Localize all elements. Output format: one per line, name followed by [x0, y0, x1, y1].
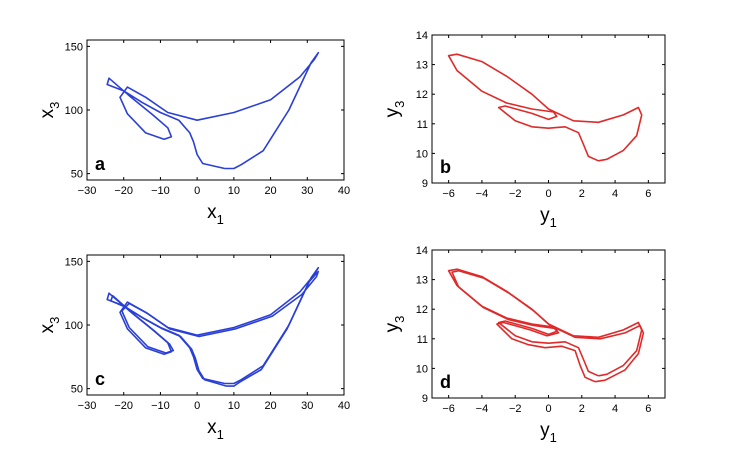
y-tick-label: 13	[416, 60, 428, 72]
panel-letter: d	[440, 372, 451, 392]
y-tick-label: 12	[416, 89, 428, 101]
y-tick-label: 11	[417, 334, 428, 346]
x-tick-label: 0	[545, 403, 551, 415]
x-tick-label: −2	[509, 188, 522, 200]
trajectory-line-1	[106, 266, 320, 385]
x-tick-label: 0	[194, 400, 200, 412]
y-tick-label: 150	[65, 41, 83, 53]
x-tick-label: 2	[579, 403, 585, 415]
y-tick-label: 10	[416, 148, 428, 160]
y-tick-label: 100	[65, 105, 83, 117]
x-tick-label: −30	[78, 400, 97, 412]
panel-a: −30 −20 −10 0 10 20 30 40 50 100 150 a x1 x3	[37, 39, 350, 227]
x-axis-label: y1	[540, 420, 557, 445]
y-tick-label: 12	[416, 304, 428, 316]
y-tick-label: 150	[65, 256, 83, 268]
y-tick-label: 9	[422, 393, 428, 405]
x-tick-label: 2	[579, 188, 585, 200]
x-tick-label: 10	[228, 400, 240, 412]
trajectory-line-2	[451, 269, 645, 383]
x-tick-label: −6	[442, 403, 455, 415]
x-tick-label: −30	[78, 185, 97, 197]
y-tick-label: 50	[71, 384, 83, 396]
x-tick-label: 6	[645, 188, 651, 200]
y-axis-label: x3	[37, 102, 62, 119]
x-tick-label: 20	[264, 400, 276, 412]
y-tick-label: 50	[71, 169, 83, 181]
y-tick-label: 14	[416, 245, 428, 257]
x-tick-label: 0	[194, 185, 200, 197]
x-tick-label: −10	[151, 185, 170, 197]
y-tick-label: 9	[422, 178, 428, 190]
x-tick-label: −4	[476, 403, 489, 415]
trajectory-line-1	[447, 53, 643, 162]
panel-letter: b	[440, 157, 451, 177]
trajectory-line-2	[110, 270, 320, 387]
y-axis-label: y3	[382, 316, 407, 333]
x-axis-label: x1	[207, 202, 224, 227]
y-tick-label: 14	[416, 30, 428, 42]
panel-d: −6 −4 −2 0 2 4 6 9 10 11 12 13 14 d y1 y3	[382, 245, 666, 445]
x-tick-label: −10	[151, 400, 170, 412]
x-tick-label: 0	[545, 188, 551, 200]
x-tick-label: −20	[114, 185, 133, 197]
x-tick-label: −2	[509, 403, 522, 415]
panel-letter: c	[95, 369, 105, 389]
x-tick-label: −20	[114, 400, 133, 412]
x-axis-label: x1	[207, 417, 224, 442]
x-axis-label: y1	[540, 205, 557, 230]
y-axis-label: y3	[382, 101, 407, 118]
trajectory-line-1	[106, 51, 320, 170]
y-tick-label: 13	[416, 275, 428, 287]
y-tick-label: 100	[65, 320, 83, 332]
panel-b: −6 −4 −2 0 2 4 6 9 10 11 12 13 14 b y1 y3	[382, 30, 666, 230]
y-axis-label: x3	[37, 317, 62, 334]
panel-letter: a	[95, 154, 106, 174]
x-tick-label: 30	[301, 400, 313, 412]
x-tick-label: 6	[645, 403, 651, 415]
x-tick-label: −4	[476, 188, 489, 200]
x-tick-label: 10	[228, 185, 240, 197]
x-tick-label: 4	[612, 403, 618, 415]
x-tick-label: 20	[264, 185, 276, 197]
panel-c: −30 −20 −10 0 10 20 30 40 50 100 150 c x1 x3	[37, 254, 350, 442]
x-tick-label: 4	[612, 188, 618, 200]
x-tick-label: −6	[442, 188, 455, 200]
x-tick-label: 30	[301, 185, 313, 197]
x-tick-label: 40	[338, 400, 350, 412]
x-tick-label: 40	[338, 185, 350, 197]
trajectory-line-1	[447, 268, 643, 377]
y-tick-label: 11	[417, 119, 428, 131]
y-tick-label: 10	[416, 363, 428, 375]
